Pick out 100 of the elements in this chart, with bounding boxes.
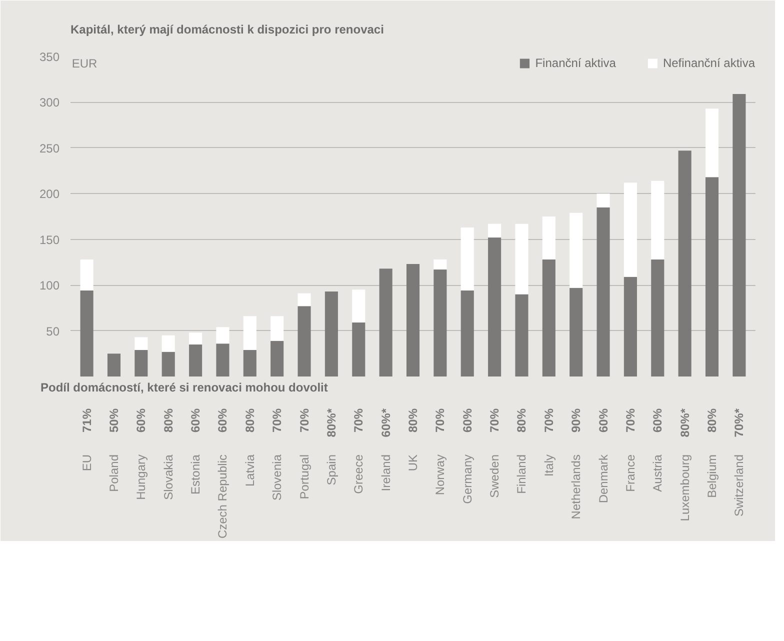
bar [488,224,502,238]
bar [678,150,692,376]
bar [352,322,366,376]
bar [352,290,366,323]
text: 70% [433,408,448,433]
bar [270,316,284,341]
x-tick-label: Italy [542,454,556,477]
y-tick-label: 300 [39,96,60,110]
x-tick-label: UK [406,454,420,472]
text: 80% [242,408,257,433]
bar [107,354,121,376]
x-tick-label: Sweden [488,454,502,498]
bar [570,288,583,376]
bar [624,276,637,376]
bar [732,94,746,376]
text: 70% [352,408,366,433]
x-tick-label: Norway [433,454,448,496]
bar [705,108,719,178]
text: 71% [80,408,94,433]
bar [298,293,311,306]
bar [542,216,556,260]
y-tick-label: 350 [39,50,60,64]
bar [488,238,502,376]
legend-label: Finanční aktiva [535,56,616,70]
x-tick-label: Austria [650,454,665,492]
bar [243,350,256,376]
text: 80% [514,408,529,433]
x-tick-label: Hungary [134,454,148,500]
x-tick-label: Poland [106,454,121,492]
bar [596,194,610,208]
x-tick-label: Portugal [297,454,312,500]
text: Podíl domácností, které si renovaci mohou dovolit [40,380,328,394]
bar [651,259,664,376]
text: 70%* [732,408,746,438]
x-tick-label: Czech Republic [216,454,230,539]
bar [624,182,637,277]
y-tick-label: 100 [39,278,60,293]
bar [189,332,202,344]
bar [651,180,664,260]
text: 80%* [678,408,692,438]
text: 60% [596,408,610,433]
y-tick-label: 150 [39,232,60,247]
x-tick-label: Finland [514,454,529,494]
bar [434,259,447,270]
bar [434,270,447,376]
y-tick-label: 200 [39,187,60,202]
x-tick-label: Germany [460,454,474,504]
chart-title: Kapitál, který mají domácnosti k dispozici pro renovaci [70,22,384,36]
x-tick-label: Luxembourg [678,454,692,522]
bar [162,352,175,376]
bar [324,291,338,376]
legend-label: Nefinanční aktiva [662,56,755,70]
text: 70% [488,408,502,433]
x-tick-label: Spain [324,454,338,486]
x-tick-label: Estonia [188,454,203,495]
text: 80% [705,408,720,433]
bar [216,344,230,376]
y-axis-title: EUR [72,56,98,70]
bar [134,337,148,350]
x-tick-label: Slovenia [270,454,284,501]
bar [705,177,719,376]
bar [80,290,94,376]
bar [406,264,420,376]
bar [270,340,284,376]
x-tick-label: Slovakia [161,454,176,500]
bar [189,344,202,376]
text: 70% [542,408,556,433]
text: 60%* [378,408,393,438]
bar [216,327,230,344]
bar [460,290,474,376]
text: 80%* [324,408,338,438]
bar [379,268,392,376]
text: 80% [406,408,420,433]
y-tick-label: 50 [46,324,60,338]
text: 60% [650,408,665,433]
x-tick-label: Latvia [242,454,257,487]
x-tick-label: France [623,454,638,492]
x-tick-label: Greece [352,454,366,494]
bar [515,224,528,294]
text: 70% [270,408,284,433]
x-tick-label: Denmark [596,454,610,504]
bar [243,316,256,350]
x-tick-label: Switzerland [732,454,746,517]
text: 60% [134,408,148,433]
x-tick-label: Ireland [378,454,393,492]
bar [542,259,556,376]
bar [162,335,175,352]
x-tick-label: EU [80,454,94,472]
text: 80% [161,408,176,433]
text: 70% [623,408,638,433]
bar [298,306,311,376]
x-tick-label: Netherlands [569,454,584,520]
text: 50% [106,408,121,433]
text: 90% [569,408,584,433]
bar [134,350,148,376]
bar [596,207,610,376]
text: 60% [188,408,203,433]
bar [515,294,528,376]
bar [460,227,474,291]
text: 70% [297,408,312,433]
